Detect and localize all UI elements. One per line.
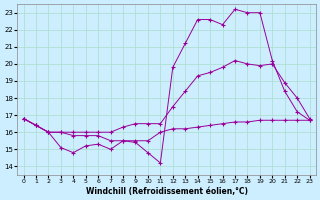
X-axis label: Windchill (Refroidissement éolien,°C): Windchill (Refroidissement éolien,°C) — [85, 187, 248, 196]
